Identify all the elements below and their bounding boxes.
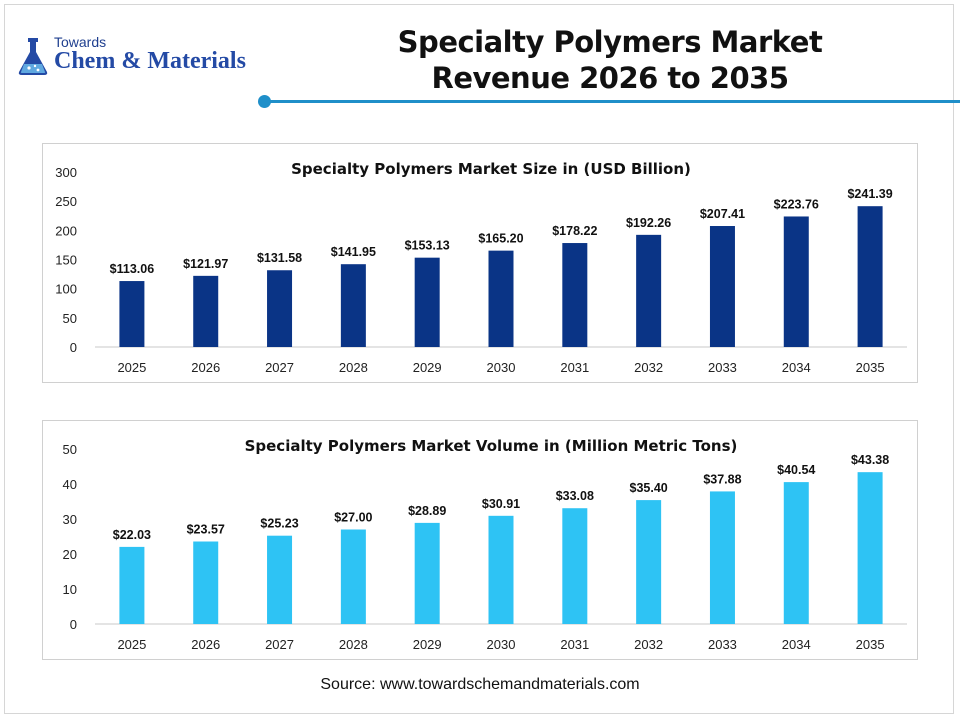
bar-2035 bbox=[857, 206, 883, 347]
y-tick-label: 200 bbox=[55, 223, 77, 238]
bar-2030 bbox=[488, 515, 514, 624]
header-rule-dot bbox=[258, 95, 271, 108]
bar-2027 bbox=[267, 535, 293, 624]
x-tick-label-2025: 2025 bbox=[117, 360, 146, 375]
y-tick-label: 150 bbox=[55, 253, 77, 268]
data-label-2026: $23.57 bbox=[187, 523, 225, 537]
data-label-2028: $27.00 bbox=[334, 511, 372, 525]
x-tick-label-2027: 2027 bbox=[265, 637, 294, 652]
data-label-2034: $223.76 bbox=[774, 197, 819, 211]
bar-2031 bbox=[562, 508, 588, 624]
data-label-2026: $121.97 bbox=[183, 257, 228, 271]
x-tick-label-2029: 2029 bbox=[413, 637, 442, 652]
title-line-2: Revenue 2026 to 2035 bbox=[431, 61, 789, 95]
data-label-2027: $131.58 bbox=[257, 251, 302, 265]
x-tick-label-2025: 2025 bbox=[117, 637, 146, 652]
bar-2034 bbox=[783, 482, 809, 624]
bar-2033 bbox=[709, 226, 735, 347]
y-tick-label: 20 bbox=[63, 547, 77, 562]
logo-small-text: Towards bbox=[54, 34, 107, 50]
bar-2026 bbox=[193, 275, 219, 347]
bar-2029 bbox=[414, 257, 440, 347]
volume-bar-chart: Specialty Polymers Market Volume in (Mil… bbox=[63, 437, 907, 652]
title-line-1: Specialty Polymers Market bbox=[397, 25, 823, 59]
bar-2031 bbox=[562, 243, 588, 347]
bar-2032 bbox=[636, 234, 662, 347]
data-label-2025: $113.06 bbox=[110, 262, 155, 276]
header-rule bbox=[266, 100, 960, 103]
logo-big-text: Chem & Materials bbox=[54, 48, 246, 74]
data-label-2035: $241.39 bbox=[847, 187, 892, 201]
x-tick-label-2029: 2029 bbox=[413, 360, 442, 375]
data-label-2029: $28.89 bbox=[408, 504, 446, 518]
data-label-2025: $22.03 bbox=[113, 528, 151, 542]
x-tick-label-2026: 2026 bbox=[191, 637, 220, 652]
x-tick-label-2032: 2032 bbox=[634, 637, 663, 652]
bar-2033 bbox=[709, 491, 735, 624]
bar-2025 bbox=[119, 546, 145, 624]
data-label-2032: $192.26 bbox=[626, 216, 671, 230]
chart-title: Specialty Polymers Market Volume in (Mil… bbox=[245, 437, 738, 455]
bar-2028 bbox=[340, 529, 366, 624]
bar-2030 bbox=[488, 250, 514, 347]
data-label-2029: $153.13 bbox=[405, 239, 450, 253]
data-label-2033: $207.41 bbox=[700, 207, 745, 221]
y-tick-label: 50 bbox=[63, 442, 77, 457]
bar-2032 bbox=[636, 500, 662, 624]
y-tick-label: 250 bbox=[55, 194, 77, 209]
x-tick-label-2033: 2033 bbox=[708, 360, 737, 375]
x-tick-label-2028: 2028 bbox=[339, 637, 368, 652]
x-tick-label-2034: 2034 bbox=[782, 637, 811, 652]
revenue-chart-panel: Specialty Polymers Market Size in (USD B… bbox=[42, 143, 918, 383]
y-tick-label: 300 bbox=[55, 165, 77, 180]
chart-frame bbox=[4, 4, 954, 714]
page-title: Specialty Polymers Market Revenue 2026 t… bbox=[380, 24, 840, 96]
x-tick-label-2034: 2034 bbox=[782, 360, 811, 375]
x-tick-label-2027: 2027 bbox=[265, 360, 294, 375]
flask-icon bbox=[18, 38, 48, 75]
y-tick-label: 0 bbox=[70, 617, 77, 632]
x-tick-label-2035: 2035 bbox=[856, 360, 885, 375]
source-note: Source: www.towardschemandmaterials.com bbox=[320, 676, 640, 693]
bar-2026 bbox=[193, 541, 219, 624]
brand-logo: Towards Chem & Materials bbox=[16, 34, 266, 82]
data-label-2032: $35.40 bbox=[630, 481, 668, 495]
x-tick-label-2035: 2035 bbox=[856, 637, 885, 652]
y-tick-label: 10 bbox=[63, 582, 77, 597]
bar-2027 bbox=[267, 270, 293, 347]
x-tick-label-2026: 2026 bbox=[191, 360, 220, 375]
x-tick-label-2031: 2031 bbox=[560, 360, 589, 375]
bar-2028 bbox=[340, 264, 366, 347]
x-tick-label-2028: 2028 bbox=[339, 360, 368, 375]
y-tick-label: 30 bbox=[63, 512, 77, 527]
y-tick-label: 0 bbox=[70, 340, 77, 355]
data-label-2033: $37.88 bbox=[703, 472, 741, 486]
data-label-2030: $30.91 bbox=[482, 497, 520, 511]
data-label-2028: $141.95 bbox=[331, 245, 376, 259]
y-tick-label: 50 bbox=[63, 311, 77, 326]
data-label-2030: $165.20 bbox=[478, 232, 523, 246]
data-label-2034: $40.54 bbox=[777, 463, 815, 477]
revenue-bar-chart: Specialty Polymers Market Size in (USD B… bbox=[55, 160, 907, 375]
x-tick-label-2030: 2030 bbox=[487, 637, 516, 652]
data-label-2031: $33.08 bbox=[556, 489, 594, 503]
bar-2025 bbox=[119, 281, 145, 347]
data-label-2027: $25.23 bbox=[260, 517, 298, 531]
data-label-2035: $43.38 bbox=[851, 453, 889, 467]
x-tick-label-2033: 2033 bbox=[708, 637, 737, 652]
bar-2029 bbox=[414, 522, 440, 624]
x-tick-label-2031: 2031 bbox=[560, 637, 589, 652]
bar-2034 bbox=[783, 216, 809, 347]
data-label-2031: $178.22 bbox=[552, 224, 597, 238]
y-tick-label: 40 bbox=[63, 477, 77, 492]
x-tick-label-2030: 2030 bbox=[487, 360, 516, 375]
bar-2035 bbox=[857, 472, 883, 624]
chart-title: Specialty Polymers Market Size in (USD B… bbox=[291, 160, 691, 178]
volume-chart-panel: Specialty Polymers Market Volume in (Mil… bbox=[42, 420, 918, 660]
x-tick-label-2032: 2032 bbox=[634, 360, 663, 375]
y-tick-label: 100 bbox=[55, 282, 77, 297]
